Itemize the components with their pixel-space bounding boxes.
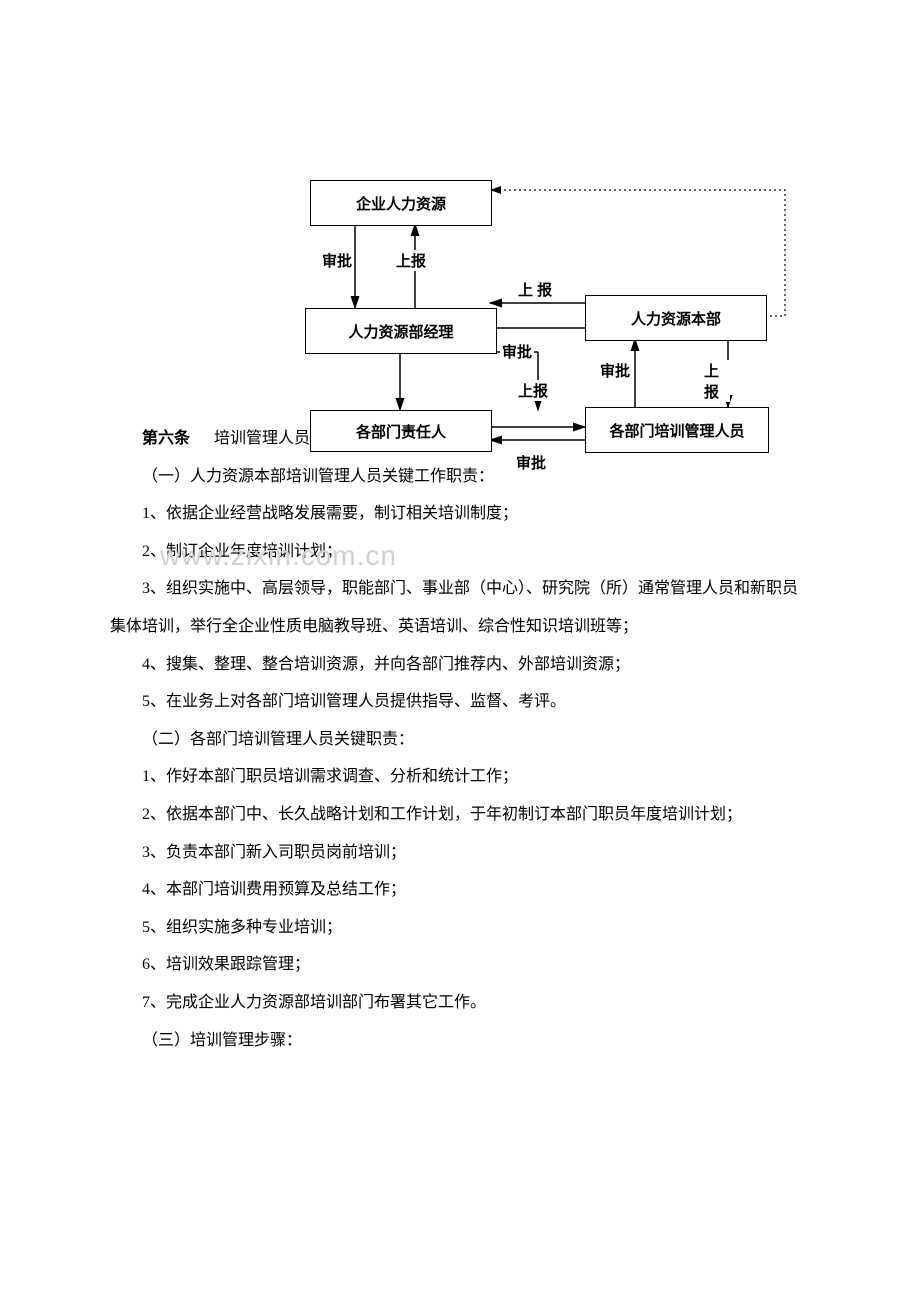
section-2-title: （二）各部门培训管理人员关键职责： — [110, 721, 810, 759]
edge-label: 审批 — [514, 452, 548, 473]
edge-label: 审批 — [500, 341, 534, 362]
sec2-item: 6、培训效果跟踪管理； — [110, 946, 810, 984]
sec1-item: 4、搜集、整理、整合培训资源，并向各部门推荐内、外部培训资源； — [110, 646, 810, 684]
article-6-label: 第六条 — [142, 430, 190, 447]
node-dept-training-staff: 各部门培训管理人员 — [585, 407, 769, 453]
sec2-item: 2、依据本部门中、长久战略计划和工作计划，于年初制订本部门职员年度培训计划； — [110, 796, 810, 834]
edge-label: 上报 — [702, 360, 730, 402]
sec2-item: 5、组织实施多种专业培训； — [110, 909, 810, 947]
section-3-title: （三）培训管理步骤： — [110, 1022, 810, 1060]
org-flowchart: 企业人力资源 人力资源部经理 人力资源本部 各部门责任人 各部门培训管理人员 审… — [190, 100, 730, 405]
sec1-item: 2、制订企业年度培训计划； — [110, 533, 810, 571]
edge-label: 审批 — [320, 250, 354, 271]
edge-label: 审批 — [598, 360, 632, 381]
sec2-item: 4、本部门培训费用预算及总结工作； — [110, 871, 810, 909]
edge-label: 上 报 — [516, 279, 554, 300]
edge-label: 上报 — [516, 380, 550, 401]
sec2-item: 1、作好本部门职员培训需求调查、分析和统计工作； — [110, 758, 810, 796]
node-hr-manager: 人力资源部经理 — [305, 308, 497, 354]
sec2-item: 3、负责本部门新入司职员岗前培训； — [110, 834, 810, 872]
sec1-item: 1、依据企业经营战略发展需要，制订相关培训制度； — [110, 495, 810, 533]
sec2-item: 7、完成企业人力资源部培训部门布署其它工作。 — [110, 984, 810, 1022]
sec1-item: 5、在业务上对各部门培训管理人员提供指导、监督、考评。 — [110, 683, 810, 721]
edge-label: 上报 — [394, 250, 428, 271]
sec1-item: 3、组织实施中、高层领导，职能部门、事业部（中心）、研究院（所）通常管理人员和新… — [110, 570, 810, 645]
node-dept-head: 各部门责任人 — [310, 410, 492, 452]
node-enterprise-hr: 企业人力资源 — [310, 180, 492, 226]
node-hr-hq: 人力资源本部 — [585, 295, 767, 341]
document-body: 第六条 培训管理人员关键工作职责 （一）人力资源本部培训管理人员关键工作职责： … — [110, 420, 810, 1059]
